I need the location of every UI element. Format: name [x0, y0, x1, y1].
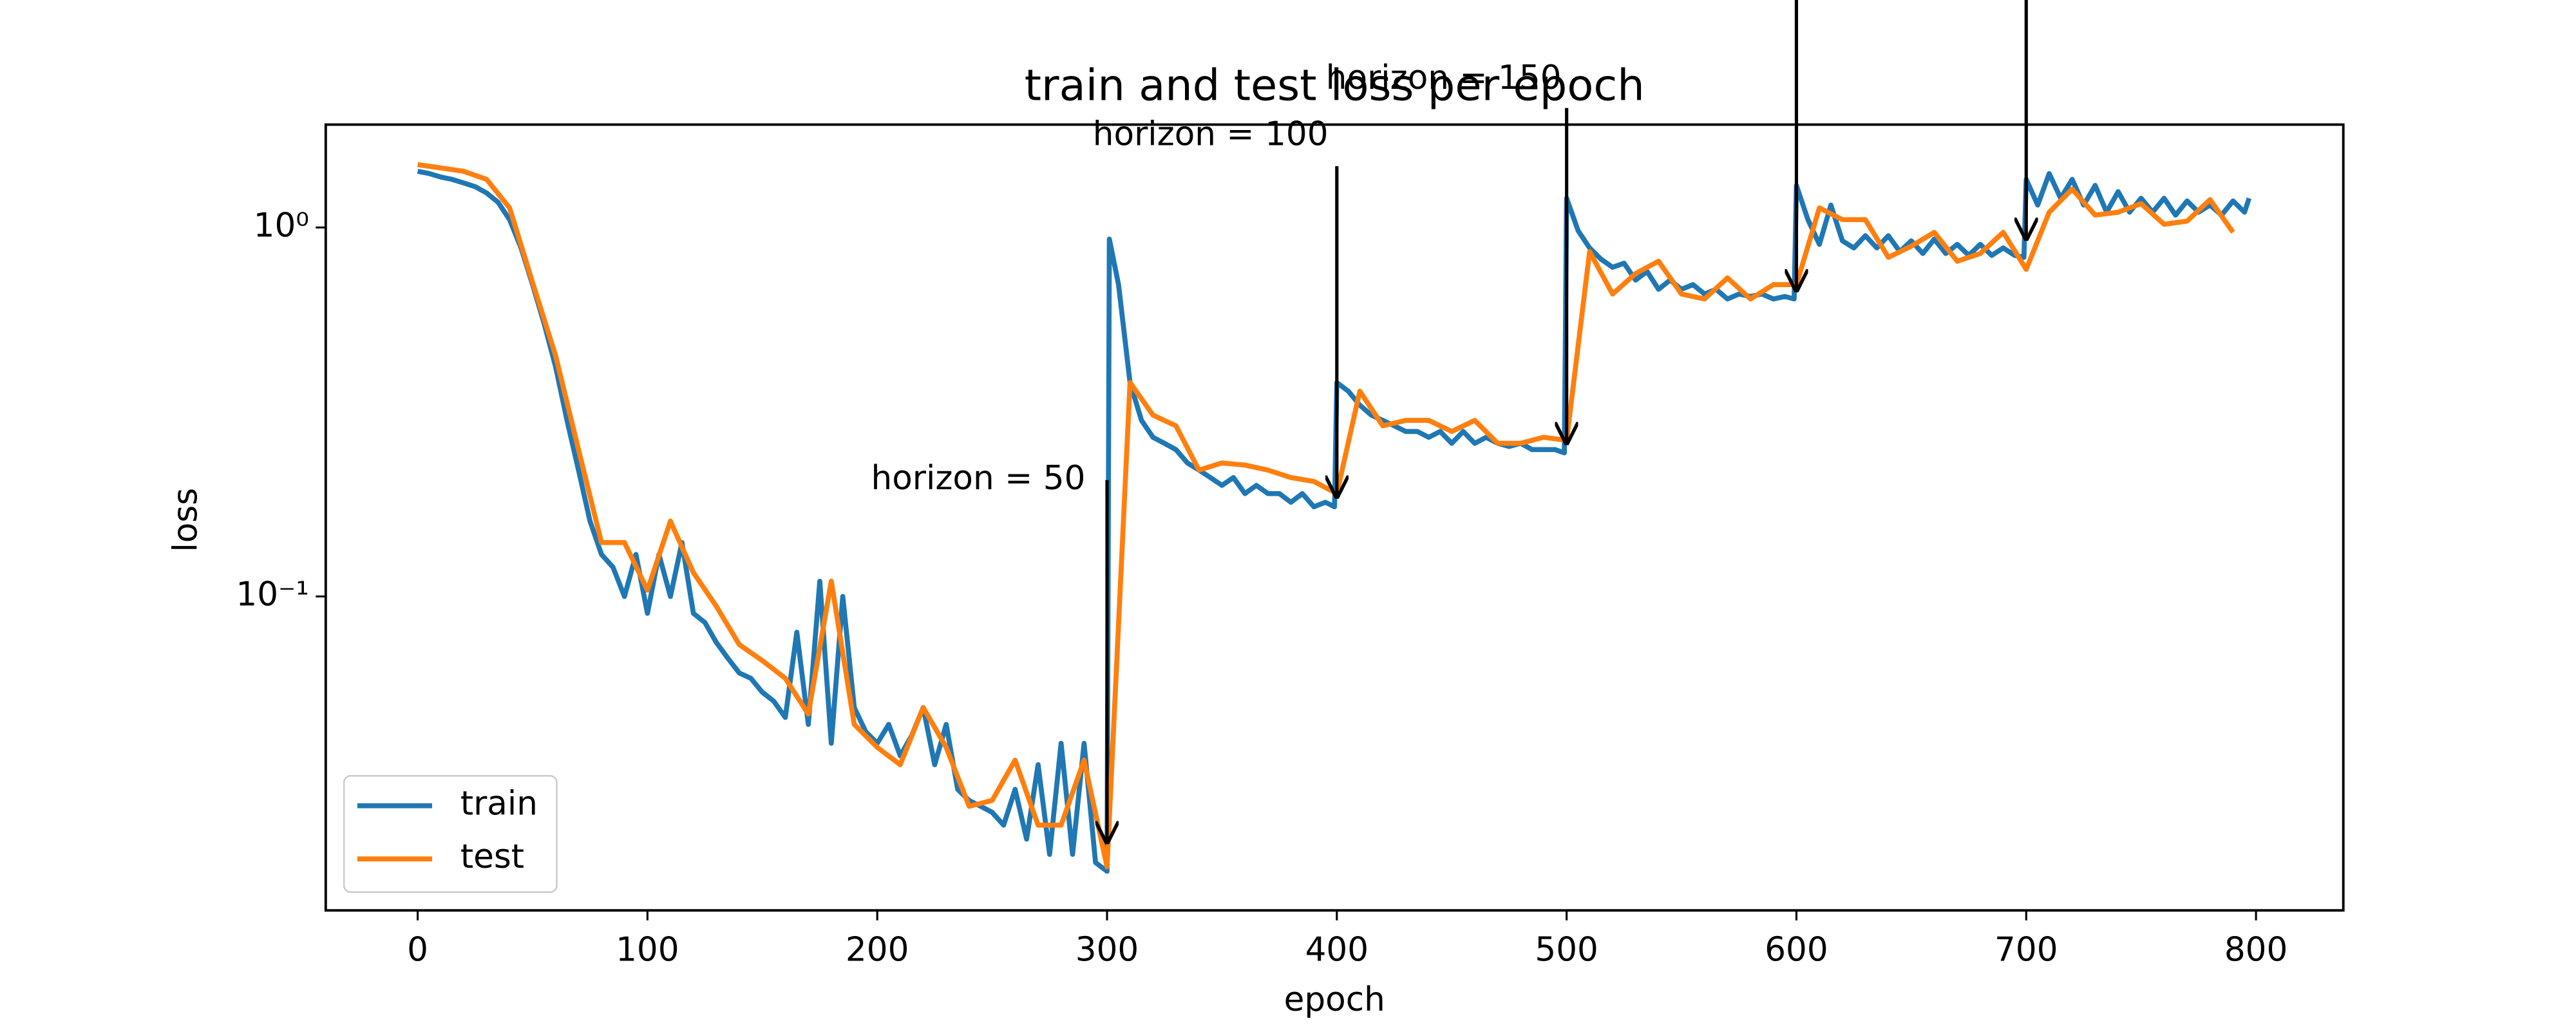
y-tick-label: 10⁰ — [254, 206, 309, 245]
plot-area — [417, 162, 2252, 874]
x-tick-label: 300 — [1075, 931, 1139, 969]
axes-frame — [324, 123, 2345, 912]
y-tick-label: 10⁻¹ — [236, 576, 309, 614]
annotation-text: horizon = 50 — [871, 459, 1086, 498]
annotation-text: horizon = 150 — [1326, 59, 1562, 97]
legend: train test — [343, 774, 558, 894]
legend-label: test — [460, 838, 524, 876]
x-tick-label: 600 — [1765, 931, 1828, 969]
x-tick-label: 500 — [1535, 931, 1598, 969]
data-line — [417, 162, 2235, 870]
chart-title: train and test loss per epoch — [1025, 60, 1645, 110]
y-axis-label: loss — [167, 488, 205, 552]
x-tick-label: 800 — [2224, 931, 2288, 969]
x-tick-label: 100 — [616, 931, 679, 969]
x-axis-label: epoch — [1284, 980, 1385, 1019]
data-line — [417, 169, 2252, 874]
annotation-text: horizon = 100 — [1093, 115, 1329, 154]
x-tick-label: 0 — [407, 931, 428, 969]
legend-label: train — [460, 785, 538, 823]
x-tick-label: 200 — [846, 931, 909, 969]
x-tick-label: 400 — [1305, 931, 1369, 969]
x-tick-label: 700 — [1994, 931, 2058, 969]
